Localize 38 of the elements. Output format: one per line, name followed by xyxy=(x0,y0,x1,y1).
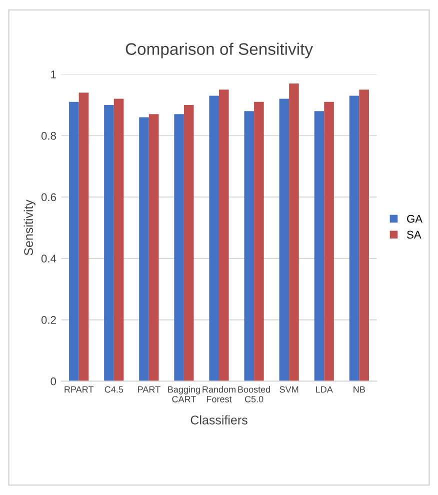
y-axis-title: Sensitivity xyxy=(24,200,36,256)
x-tick-label: Bagging CART xyxy=(168,386,200,402)
y-tick-label: 0 xyxy=(50,377,56,386)
y-tick-label: 0.8 xyxy=(41,132,56,140)
chart-title: Comparison of Sensitivity xyxy=(126,42,313,58)
bar xyxy=(148,114,159,382)
bar xyxy=(104,104,114,382)
x-tick-label: PART xyxy=(138,386,160,393)
bar xyxy=(219,90,229,382)
bar xyxy=(69,102,79,382)
bar xyxy=(174,114,184,382)
bar xyxy=(349,96,360,382)
legend-label: SA xyxy=(407,230,422,239)
bar xyxy=(78,92,89,382)
x-tick-label: C4.5 xyxy=(104,386,124,393)
bar xyxy=(289,83,299,382)
bar xyxy=(324,102,334,382)
bar xyxy=(114,98,124,382)
x-tick-label: RPART xyxy=(64,386,94,393)
x-tick-label: NB xyxy=(354,386,365,393)
bar xyxy=(184,104,194,382)
x-tick-label: LDA xyxy=(316,386,333,393)
x-tick-label: Boosted C5.0 xyxy=(238,386,270,402)
y-tick-label: 0.6 xyxy=(41,193,56,202)
y-tick-label: 1 xyxy=(51,70,56,78)
bar xyxy=(244,111,254,382)
y-tick-label: 0.2 xyxy=(41,316,56,324)
bar xyxy=(209,96,219,382)
x-tick-label: SVM xyxy=(280,386,298,393)
x-axis-title: Classifiers xyxy=(190,415,248,424)
bar xyxy=(139,117,149,382)
bar xyxy=(359,90,369,382)
bar xyxy=(314,111,324,382)
x-tick-label: Random Forest xyxy=(202,386,236,402)
bar xyxy=(254,102,264,382)
bar xyxy=(279,98,290,382)
legend-label: GA xyxy=(407,214,423,223)
y-tick-label: 0.4 xyxy=(41,254,56,263)
